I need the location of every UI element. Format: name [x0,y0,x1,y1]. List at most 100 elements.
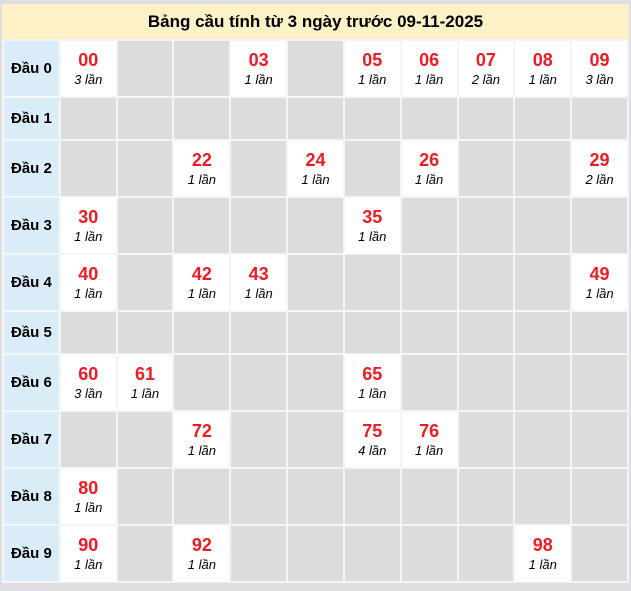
empty-cell [286,524,345,583]
number-cell: 06 1 lần [399,39,459,98]
empty-cell [456,310,516,355]
empty-cell [513,353,573,412]
number-cell: 40 1 lần [58,253,118,312]
pair-count: 2 lần [585,172,614,188]
empty-cell [342,467,402,526]
empty-cell [115,196,175,255]
number-cell: 35 1 lần [342,196,402,255]
empty-cell [342,253,402,312]
empty-cell [456,96,516,141]
pair-number: 30 [78,207,99,228]
empty-cell [456,524,516,583]
empty-cell [115,139,175,198]
table-row: Đầu 5 [2,310,629,355]
pair-number: 43 [248,264,269,285]
number-cell: 24 1 lần [286,139,345,198]
pair-count: 1 lần [414,72,444,88]
empty-cell [286,39,345,98]
pair-count: 1 lần [414,443,444,459]
empty-cell [399,310,459,355]
number-cell: 43 1 lần [229,253,289,312]
empty-cell [115,253,175,312]
empty-cell [229,524,289,583]
pair-count: 1 lần [74,286,103,302]
number-cell: 90 1 lần [58,524,118,583]
empty-cell [229,96,289,141]
empty-cell [513,467,573,526]
empty-cell [570,310,629,355]
empty-cell [513,310,573,355]
number-cell: 61 1 lần [115,353,175,412]
empty-cell [570,467,629,526]
empty-cell [229,139,289,198]
pair-count: 3 lần [74,72,103,88]
empty-cell [456,253,516,312]
pair-count: 1 lần [528,72,557,88]
empty-cell [115,310,175,355]
empty-cell [399,467,459,526]
empty-cell [172,310,232,355]
pair-count: 1 lần [244,286,273,302]
pair-count: 1 lần [187,557,216,573]
number-cell: 98 1 lần [513,524,573,583]
number-cell: 49 1 lần [570,253,629,312]
number-cell: 09 3 lần [570,39,629,98]
pair-number: 75 [362,421,383,442]
number-cell: 22 1 lần [172,139,232,198]
empty-cell [58,310,118,355]
number-cell: 05 1 lần [342,39,402,98]
empty-cell [570,353,629,412]
pair-count: 1 lần [585,286,614,302]
number-cell: 30 1 lần [58,196,118,255]
number-cell: 07 2 lần [456,39,516,98]
pair-count: 3 lần [585,72,614,88]
empty-cell [286,310,345,355]
table-row: Đầu 4 40 1 lần 42 1 lần 43 1 lần 49 1 lần [2,253,629,312]
pair-count: 1 lần [414,172,444,188]
number-cell: 80 1 lần [58,467,118,526]
pair-number: 09 [589,50,610,71]
pair-number: 22 [191,150,212,171]
pair-count: 1 lần [528,557,557,573]
empty-cell [570,410,629,469]
pair-number: 61 [135,364,156,385]
empty-cell [513,253,573,312]
empty-cell [513,196,573,255]
empty-cell [115,467,175,526]
pair-number: 07 [475,50,496,71]
row-label: Đầu 8 [2,467,61,526]
page-title: Bảng cầu tính từ 3 ngày trước 09-11-2025 [2,4,629,39]
pair-number: 00 [78,50,99,71]
empty-cell [456,139,516,198]
empty-cell [570,96,629,141]
empty-cell [172,353,232,412]
pair-number: 72 [191,421,212,442]
empty-cell [399,196,459,255]
empty-cell [58,96,118,141]
empty-cell [229,353,289,412]
pair-number: 92 [191,535,212,556]
number-cell: 00 3 lần [58,39,118,98]
empty-cell [399,253,459,312]
empty-cell [58,139,118,198]
empty-cell [172,196,232,255]
empty-cell [513,96,573,141]
pair-count: 4 lần [358,443,387,459]
row-label: Đầu 6 [2,353,61,412]
empty-cell [513,410,573,469]
empty-cell [570,196,629,255]
empty-cell [172,467,232,526]
pair-number: 98 [532,535,553,556]
pair-number: 65 [362,364,383,385]
empty-cell [229,467,289,526]
pair-number: 42 [191,264,212,285]
number-cell: 08 1 lần [513,39,573,98]
empty-cell [456,196,516,255]
empty-cell [342,524,402,583]
table-row: Đầu 0 00 3 lần 03 1 lần 05 1 lần 06 1 lần 07 2 lần… [2,39,629,98]
empty-cell [286,410,345,469]
row-label: Đầu 4 [2,253,61,312]
pair-count: 1 lần [74,500,103,516]
number-cell: 03 1 lần [229,39,289,98]
row-label: Đầu 1 [2,96,61,141]
